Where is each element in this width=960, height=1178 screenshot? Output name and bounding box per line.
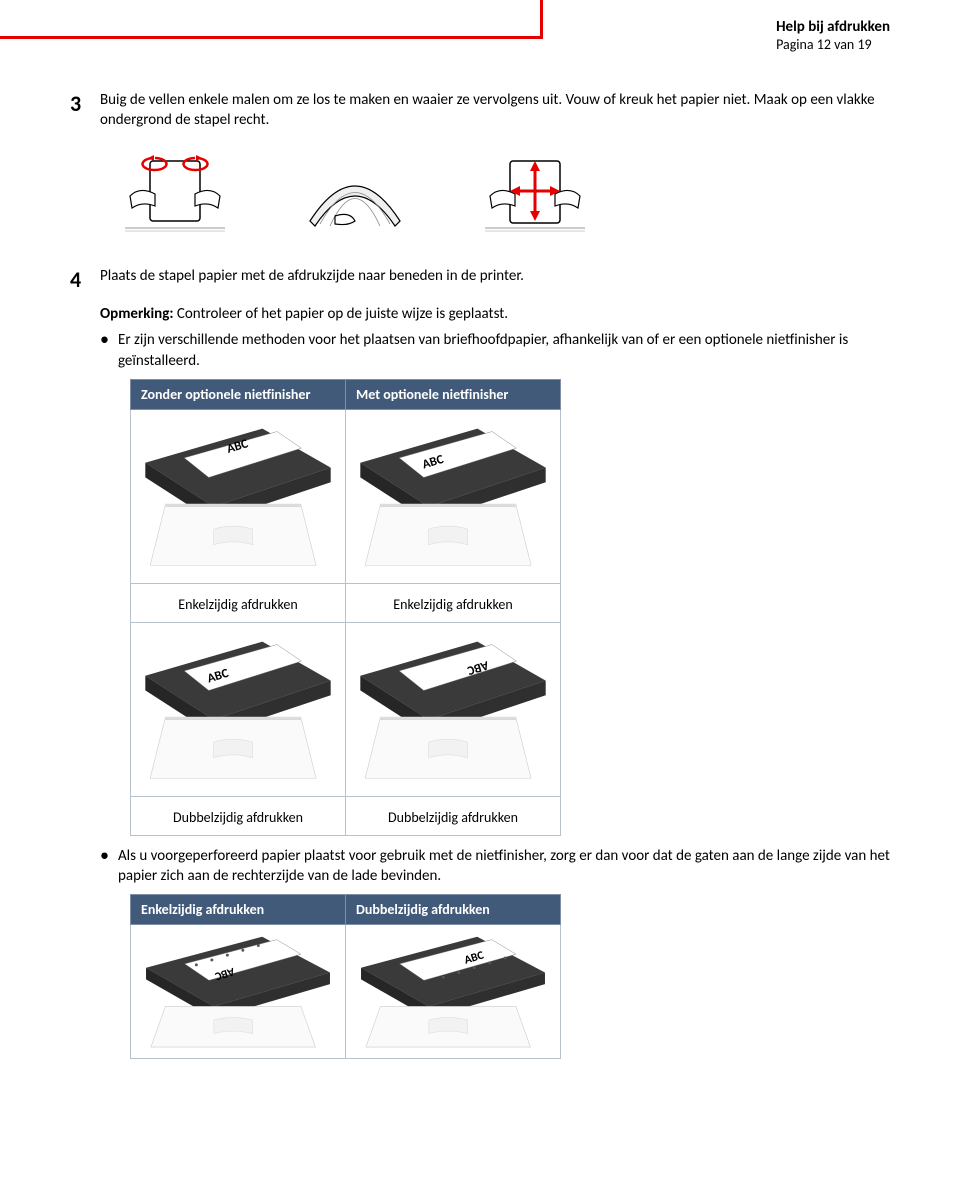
step-number: 4 (70, 266, 100, 295)
bullet-text: Er zijn verschillende methoden voor het … (118, 330, 890, 371)
bend-paper-icon (100, 146, 250, 246)
bullet-dot-icon: • (100, 330, 118, 371)
table-caption: Dubbelzijdig afdrukken (346, 796, 561, 835)
tray-cell: ABC (346, 925, 561, 1059)
note-text: Controleer of het papier op de juiste wi… (173, 305, 508, 323)
step-3: 3 Buig de vellen enkele malen om ze los … (70, 90, 890, 131)
table-caption: Enkelzijdig afdrukken (131, 583, 346, 622)
table-caption: Enkelzijdig afdrukken (346, 583, 561, 622)
red-horizontal-rule (0, 36, 540, 39)
step-number: 3 (70, 90, 100, 131)
step-text: Buig de vellen enkele malen om ze los te… (100, 90, 890, 131)
tray-illustration-icon: ABC (135, 414, 341, 575)
tray-cell: ABC (131, 409, 346, 583)
table-header: Enkelzijdig afdrukken (131, 895, 346, 925)
header-title: Help bij afdrukken (776, 18, 890, 36)
table-header: Zonder optionele nietfinisher (131, 379, 346, 409)
step-text: Plaats de stapel papier met de afdrukzij… (100, 266, 890, 295)
bullet-dot-icon: • (100, 846, 118, 887)
orientation-table-2: Enkelzijdig afdrukken Dubbelzijdig afdru… (130, 894, 561, 1059)
table-caption: Dubbelzijdig afdrukken (131, 796, 346, 835)
tray-cell: ABC (346, 622, 561, 796)
header-subtitle: Pagina 12 van 19 (776, 36, 890, 53)
bullet-1: • Er zijn verschillende methoden voor he… (100, 330, 890, 371)
page-header: Help bij afdrukken Pagina 12 van 19 (776, 18, 890, 53)
note-label: Opmerking: (100, 305, 173, 323)
table-2-wrap: Enkelzijdig afdrukken Dubbelzijdig afdru… (130, 894, 890, 1059)
tray-cell: ABC (131, 925, 346, 1059)
orientation-table-1: Zonder optionele nietfinisher Met option… (130, 379, 561, 836)
bullet-text: Als u voorgeperforeerd papier plaatst vo… (118, 846, 890, 887)
tray-illustration-icon: ABC (135, 627, 341, 788)
step-4: 4 Plaats de stapel papier met de afdrukz… (70, 266, 890, 295)
tray-illustration-icon: ABC (350, 414, 556, 575)
table-header: Met optionele nietfinisher (346, 379, 561, 409)
table-header: Dubbelzijdig afdrukken (346, 895, 561, 925)
tray-illustration-icon: ABC (135, 929, 341, 1050)
tray-cell: ABC (131, 622, 346, 796)
fan-paper-icon (280, 146, 430, 246)
table-1-wrap: Zonder optionele nietfinisher Met option… (130, 379, 890, 836)
bullet-2: • Als u voorgeperforeerd papier plaatst … (100, 846, 890, 887)
page-body: 3 Buig de vellen enkele malen om ze los … (0, 60, 960, 1099)
tray-cell: ABC (346, 409, 561, 583)
straighten-paper-icon (460, 146, 610, 246)
note-line: Opmerking: Controleer of het papier op d… (100, 304, 890, 324)
tray-illustration-icon: ABC (350, 929, 556, 1050)
tray-illustration-icon: ABC (350, 627, 556, 788)
illustration-row (100, 146, 890, 246)
red-vertical-rule (540, 0, 543, 39)
